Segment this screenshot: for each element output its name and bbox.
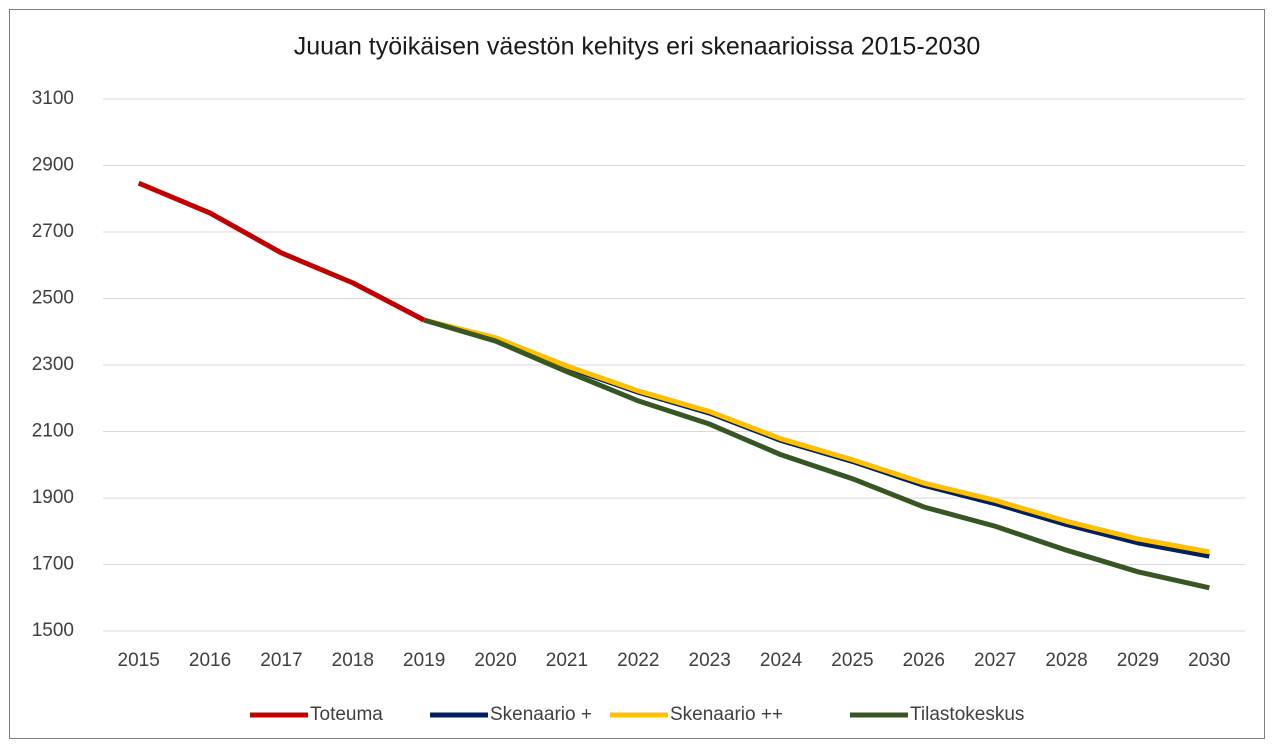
chart-title: Juuan työikäisen väestön kehitys eri ske…: [294, 33, 981, 61]
x-tick-label: 2016: [189, 650, 231, 671]
line-series: [423, 317, 1210, 591]
line-series: [137, 180, 426, 323]
x-tick-label: 2019: [403, 650, 445, 671]
x-tick-label: 2015: [118, 650, 160, 671]
x-tick-label: 2018: [332, 650, 374, 671]
y-tick-label: 3100: [32, 88, 74, 109]
x-tick-label: 2023: [689, 650, 731, 671]
line-series: [423, 317, 1210, 555]
x-tick-label: 2021: [546, 650, 588, 671]
chart-border: [9, 9, 1265, 739]
y-tick-label: 1700: [32, 554, 74, 575]
x-tick-label: 2024: [760, 650, 803, 671]
y-tick-label: 1500: [32, 620, 74, 641]
legend-label: Skenaario +: [490, 704, 592, 725]
x-tick-label: 2027: [974, 650, 1016, 671]
y-tick-label: 2900: [32, 155, 74, 176]
x-tick-label: 2029: [1117, 650, 1159, 671]
x-tick-label: 2022: [617, 650, 659, 671]
x-tick-label: 2020: [474, 650, 516, 671]
legend-label: Tilastokeskus: [910, 704, 1024, 725]
legend-label: Skenaario ++: [670, 704, 783, 725]
y-tick-label: 1900: [32, 487, 74, 508]
y-tick-label: 2500: [32, 288, 74, 309]
y-tick-label: 2700: [32, 221, 74, 242]
y-tick-label: 2300: [32, 354, 74, 375]
x-tick-label: 2025: [831, 650, 873, 671]
x-tick-label: 2028: [1045, 650, 1087, 671]
x-tick-label: 2017: [260, 650, 302, 671]
x-tick-label: 2026: [903, 650, 945, 671]
x-tick-label: 2030: [1188, 650, 1230, 671]
y-tick-label: 2100: [32, 421, 74, 442]
legend-label: Toteuma: [310, 704, 383, 725]
